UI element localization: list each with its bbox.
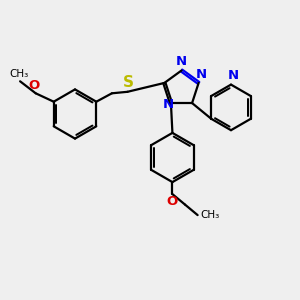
Text: N: N (228, 69, 239, 82)
Text: N: N (196, 68, 207, 81)
Text: CH₃: CH₃ (201, 210, 220, 220)
Text: O: O (167, 195, 178, 208)
Text: S: S (123, 75, 134, 90)
Text: N: N (176, 55, 187, 68)
Text: CH₃: CH₃ (10, 70, 29, 80)
Text: O: O (28, 79, 40, 92)
Text: N: N (162, 98, 173, 111)
